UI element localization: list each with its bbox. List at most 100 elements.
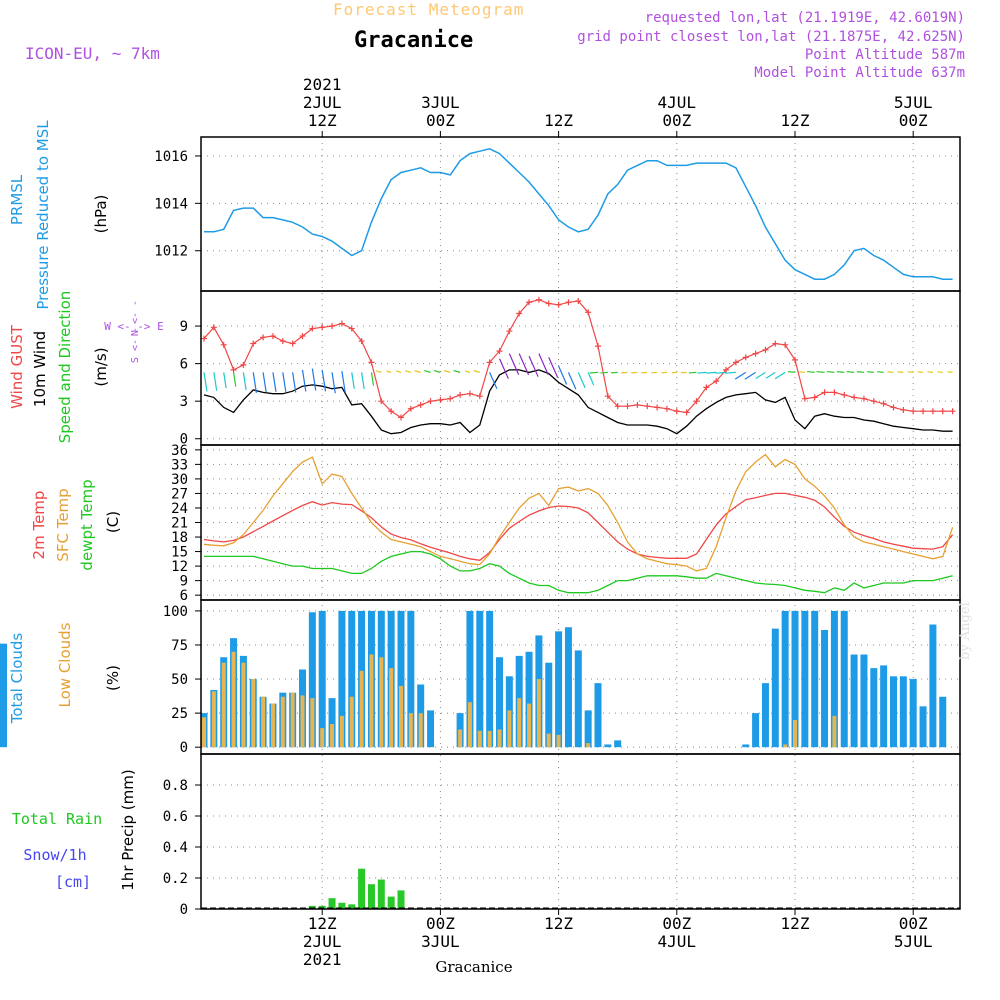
y-tick-label: 30 xyxy=(171,472,188,488)
wind-arrow xyxy=(587,372,595,386)
y-tick-label: 75 xyxy=(171,638,188,654)
wind-arrow xyxy=(577,372,586,389)
gust-marker xyxy=(338,320,345,327)
low-cloud-bar xyxy=(487,730,492,748)
pressure-label-msl: Pressure Reduced to MSL xyxy=(34,120,52,310)
gust-marker xyxy=(348,325,355,332)
top-time-label: 00Z xyxy=(899,111,928,130)
wind-arrow xyxy=(826,370,835,373)
gust-marker xyxy=(378,398,385,405)
gust-marker xyxy=(772,340,779,347)
low-cloud-bar xyxy=(783,744,788,748)
wind-arrow xyxy=(927,371,933,373)
gust-marker xyxy=(801,395,808,402)
wind-arrow xyxy=(473,370,480,373)
wind-arrow xyxy=(341,371,346,393)
low-cloud-bar xyxy=(793,719,797,748)
total-cloud-bars xyxy=(0,610,947,748)
gust-marker xyxy=(417,401,424,408)
panel-frame xyxy=(200,753,961,910)
grid-lines: 1012101410160369691215182124273033360255… xyxy=(154,137,960,918)
wind-arrow xyxy=(589,371,599,374)
temp-sfc-label: SFC Temp xyxy=(54,488,72,561)
low-cloud-bar xyxy=(467,702,472,748)
gust-marker xyxy=(476,393,483,400)
y-tick-label: 33 xyxy=(171,457,188,473)
wind-arrow xyxy=(528,355,539,377)
wind-arrow xyxy=(433,369,441,373)
y-tick-label: 3 xyxy=(180,394,188,410)
wind-arrow xyxy=(538,353,549,375)
total-cloud-bar xyxy=(890,676,897,748)
low-cloud-bar xyxy=(517,698,522,748)
wind-arrow xyxy=(706,371,717,374)
total-cloud-bar xyxy=(545,662,553,748)
total-cloud-bar xyxy=(476,610,484,748)
low-cloud-bar xyxy=(586,743,591,748)
total-cloud-bar xyxy=(909,679,917,748)
gust-marker xyxy=(723,366,730,373)
gust-marker xyxy=(929,408,936,415)
gust-marker xyxy=(535,296,542,303)
total-cloud-bar xyxy=(929,624,937,748)
y-tick-label: 50 xyxy=(171,672,188,688)
wind-arrow xyxy=(907,371,914,373)
low-cloud-bar xyxy=(536,679,541,748)
y-tick-label: 100 xyxy=(163,604,188,620)
total-cloud-bar xyxy=(318,610,326,748)
total-cloud-bar xyxy=(939,696,947,748)
wind-arrow xyxy=(765,371,776,379)
wind-arrow xyxy=(947,371,953,373)
low-cloud-bar xyxy=(408,713,413,748)
wind-arrow xyxy=(262,372,267,393)
gust-marker xyxy=(939,408,946,415)
gust-marker xyxy=(279,338,286,345)
rain-bar xyxy=(308,905,316,909)
gust-marker xyxy=(683,409,690,416)
wind-gust-line xyxy=(203,299,953,419)
y-tick-label: 0 xyxy=(180,432,188,448)
gust-marker xyxy=(851,394,858,401)
credit-watermark: by Angel xyxy=(958,602,973,660)
compass-we: W <- -> E xyxy=(104,320,164,333)
bottom-time-label: 12Z xyxy=(544,914,573,933)
panel-frame xyxy=(200,290,961,446)
wind-arrow xyxy=(361,372,365,390)
wind-arrow xyxy=(518,353,530,375)
gust-marker xyxy=(486,359,493,366)
wind-arrow xyxy=(715,371,727,374)
chart-title: Forecast Meteogram xyxy=(333,0,525,19)
model-label: ICON-EU, ~ 7km xyxy=(25,44,160,63)
low-cloud-bar xyxy=(458,729,463,748)
top-time-label: 12Z xyxy=(544,111,573,130)
low-cloud-bar xyxy=(389,668,394,748)
wind-10m-label: 10m Wind xyxy=(31,331,49,407)
total-cloud-bar xyxy=(860,654,868,748)
low-cloud-bar xyxy=(290,692,295,748)
low-cloud-bar xyxy=(231,651,236,748)
gust-marker xyxy=(368,359,375,366)
bottom-time-label: 00Z xyxy=(662,914,691,933)
total-cloud-bar xyxy=(574,650,582,748)
total-cloud-bar xyxy=(752,713,760,748)
wind-gust-markers xyxy=(201,296,956,421)
panel-frames xyxy=(200,136,961,910)
wind-direction-arrows xyxy=(203,353,953,394)
wind-arrow xyxy=(937,371,943,373)
gust-marker xyxy=(289,340,296,347)
snow-unit-label: [cm] xyxy=(55,873,91,891)
total-cloud-bar xyxy=(427,710,435,748)
gust-marker xyxy=(210,324,217,331)
rain-bar xyxy=(377,879,385,909)
wind-arrow xyxy=(787,371,796,373)
total-cloud-bar xyxy=(850,654,858,748)
gust-marker xyxy=(890,404,897,411)
wind-speed-line xyxy=(203,369,953,435)
gust-marker xyxy=(545,300,552,307)
total-cloud-bar xyxy=(0,643,7,748)
rain-bar xyxy=(338,902,346,909)
compass-s: S <- - xyxy=(130,327,141,363)
gust-marker xyxy=(496,348,503,355)
wind-arrow xyxy=(223,372,227,389)
wind-arrow xyxy=(816,370,825,373)
